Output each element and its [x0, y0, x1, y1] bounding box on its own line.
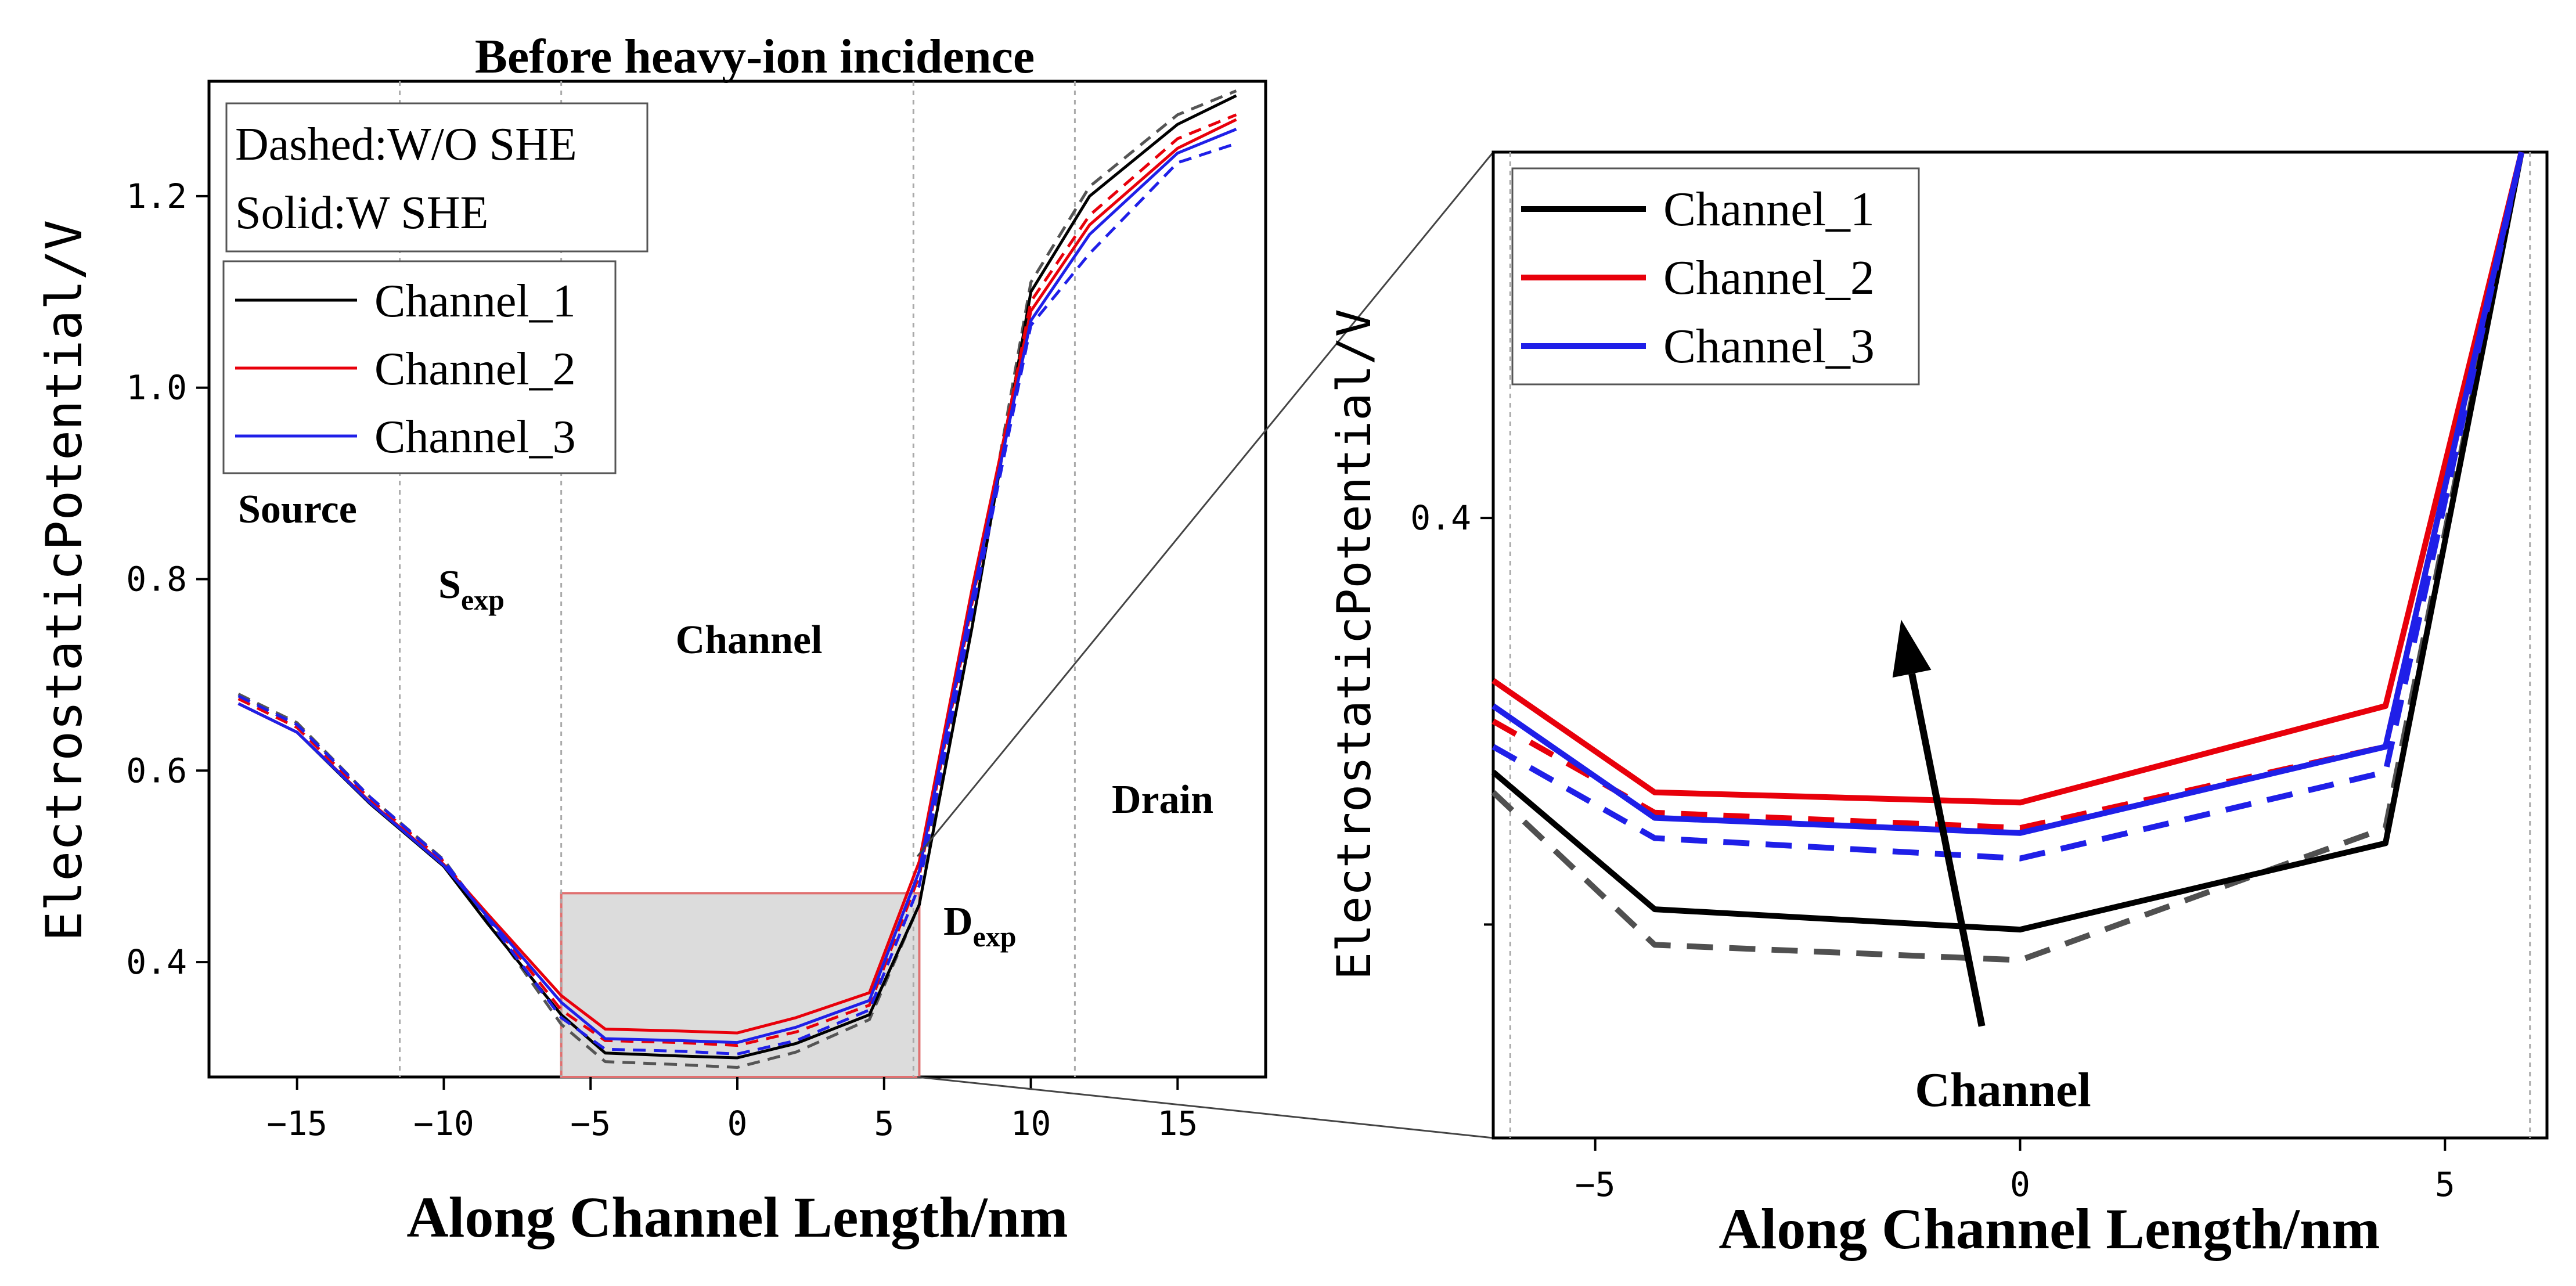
region-boundary-lines — [399, 81, 1076, 1077]
x-tick-label-3: 0 — [727, 1104, 748, 1143]
legend-label-1: Channel_1 — [1663, 182, 1875, 236]
main-chart-series — [237, 89, 1237, 1069]
main-chart: Before heavy-ion incidence −15 −10 −5 0 5 10 1… — [35, 30, 1267, 1249]
y-tick-label-4: 1.2 — [126, 176, 187, 216]
zoom-x-axis-label: Along Channel Length/nm — [1718, 1197, 2380, 1261]
zoom-connector-bottom — [917, 1076, 1494, 1139]
legend-label-1: Channel_1 — [374, 276, 576, 327]
zoom-y-axis-label: ElectrostaticPotential/V — [1327, 309, 1381, 980]
main-y-axis-label: ElectrostaticPotential/V — [35, 220, 93, 942]
main-series-legend-entries: Channel_1 Channel_2 Channel_3 — [235, 276, 576, 463]
region-label-source: Source — [238, 487, 357, 532]
region-label-dexp: Dexp — [943, 899, 1017, 953]
trend-arrow — [1908, 673, 1986, 1027]
y-tick-label-2: 0.8 — [126, 560, 187, 599]
zoom-region-box — [560, 892, 921, 1079]
zoom-chart-series — [1491, 151, 2525, 963]
region-label-sexp: Sexp — [438, 563, 505, 616]
x-tick-label-4: 5 — [874, 1104, 894, 1143]
zoom-chart: −5 0 50.4 Channel Channel_1Channel_2Channe… — [1327, 150, 2549, 1261]
series-channel-3-dashed — [237, 142, 1237, 1056]
region-label-channel: Channel — [676, 618, 823, 662]
zoom-boundary-lines — [1509, 152, 2531, 1138]
main-chart-ticks: −15 −10 −5 0 5 10 15 0.4 0.6 0.8 1.0 1.2 — [126, 176, 1198, 1143]
region-label-drain: Drain — [1112, 777, 1213, 822]
series-channel-3-solid — [1491, 151, 2524, 836]
zoom-connector-top — [916, 152, 1494, 857]
x-tick-label-5: 10 — [1011, 1104, 1051, 1143]
series-channel-3-solid — [237, 128, 1237, 1044]
y-tick-label-0: 0.4 — [1410, 498, 1471, 538]
legend-label-3: Channel_3 — [374, 412, 576, 463]
legend-label-2: Channel_2 — [1663, 251, 1875, 305]
x-tick-label-2: −5 — [570, 1104, 611, 1143]
zoom-series-legend-entries: Channel_1 Channel_2 Channel_3 — [1521, 182, 1875, 373]
series-channel-3-dashed — [1491, 151, 2524, 862]
x-tick-label-0: −5 — [1575, 1165, 1616, 1204]
legend-solid-label: Solid:W SHE — [235, 188, 488, 239]
series-channel-1-solid — [1491, 152, 2525, 933]
main-x-axis-label: Along Channel Length/nm — [406, 1185, 1068, 1249]
line-style-legend — [225, 102, 648, 253]
y-tick-label-0: 0.4 — [126, 942, 187, 982]
legend-label-3: Channel_3 — [1663, 319, 1875, 373]
series-channel-2-dashed — [1491, 151, 2524, 831]
x-tick-label-6: 15 — [1157, 1104, 1198, 1143]
legend-label-2: Channel_2 — [374, 344, 576, 395]
x-tick-label-0: −15 — [266, 1104, 327, 1143]
x-tick-label-2: 5 — [2435, 1165, 2455, 1204]
trend-arrow-head — [1892, 619, 1932, 678]
zoom-chart-ticks: −5 0 5 0.4 — [1410, 498, 2455, 1204]
x-tick-label-1: −10 — [413, 1104, 474, 1143]
series-channel-2-solid — [1491, 151, 2524, 806]
y-tick-label-1: 0.6 — [126, 751, 187, 790]
main-chart-title: Before heavy-ion incidence — [475, 30, 1035, 84]
zoom-annotation-channel: Channel — [1915, 1063, 2091, 1117]
x-tick-label-1: 0 — [2010, 1165, 2030, 1204]
legend-dashed-label: Dashed:W/O SHE — [235, 119, 577, 170]
y-tick-label-3: 1.0 — [126, 368, 187, 408]
